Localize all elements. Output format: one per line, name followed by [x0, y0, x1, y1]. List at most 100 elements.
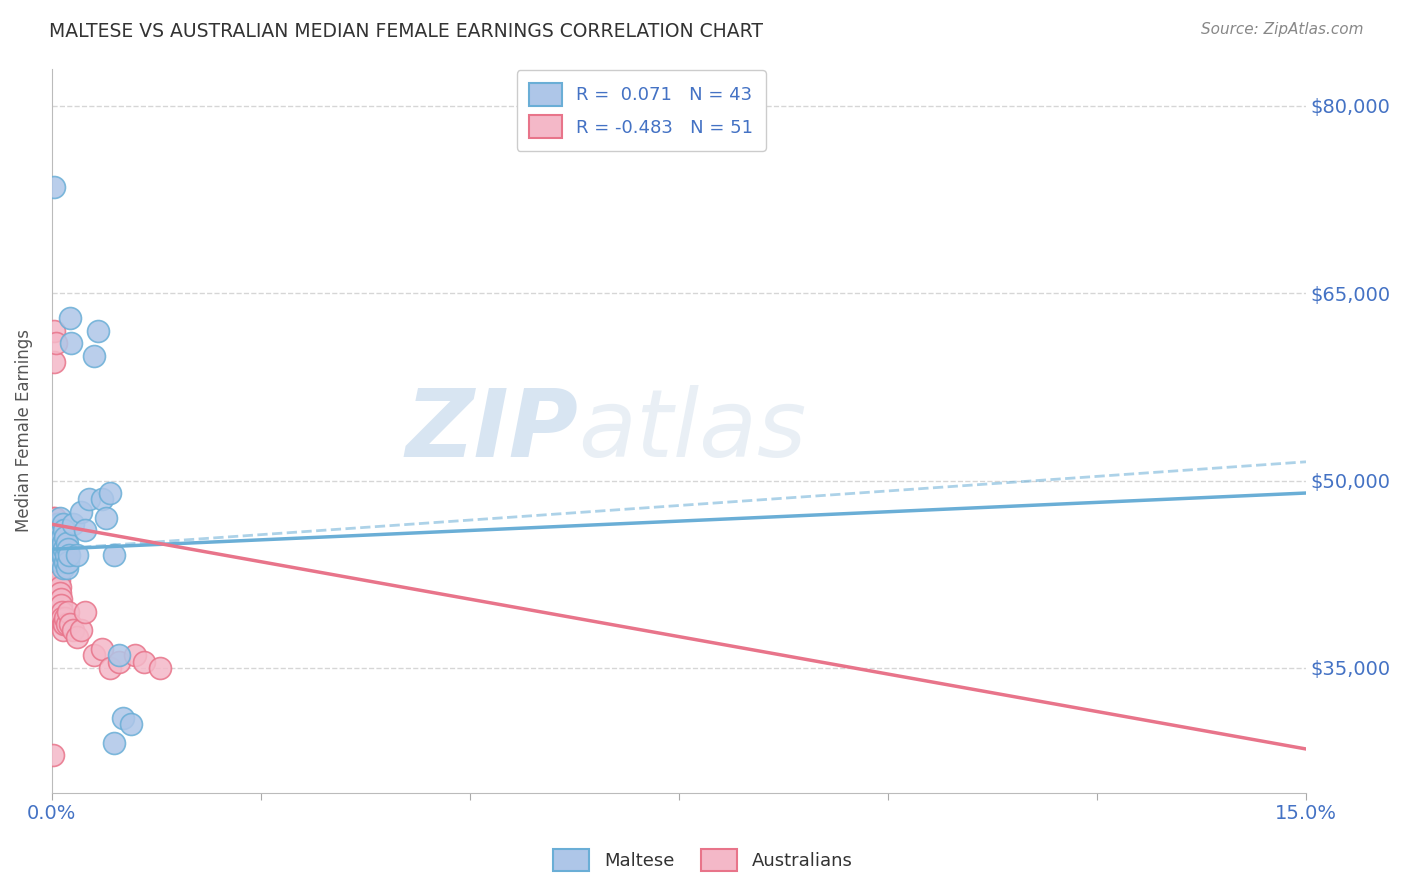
Point — [48, 524, 70, 538]
Point — [59, 311, 82, 326]
Point — [107, 655, 129, 669]
Point — [66, 630, 89, 644]
Point — [48, 542, 70, 557]
Point — [45, 549, 67, 563]
Point — [52, 617, 75, 632]
Point — [49, 555, 72, 569]
Point — [49, 592, 72, 607]
Text: Source: ZipAtlas.com: Source: ZipAtlas.com — [1201, 22, 1364, 37]
Point — [52, 624, 75, 638]
Point — [45, 524, 67, 538]
Point — [45, 542, 67, 557]
Point — [44, 180, 66, 194]
Point — [75, 524, 97, 538]
Point — [49, 542, 72, 557]
Point — [94, 511, 117, 525]
Text: atlas: atlas — [578, 385, 807, 476]
Point — [53, 530, 76, 544]
Point — [103, 736, 125, 750]
Point — [56, 536, 79, 550]
Point — [45, 555, 67, 569]
Point — [45, 530, 67, 544]
Point — [52, 561, 75, 575]
Point — [55, 549, 77, 563]
Point — [44, 549, 66, 563]
Point — [59, 617, 82, 632]
Point — [120, 717, 142, 731]
Point — [52, 536, 75, 550]
Point — [48, 567, 70, 582]
Point — [48, 517, 70, 532]
Point — [149, 661, 172, 675]
Point — [44, 324, 66, 338]
Point — [52, 549, 75, 563]
Point — [53, 524, 76, 538]
Point — [56, 542, 79, 557]
Point — [124, 648, 146, 663]
Point — [42, 517, 65, 532]
Point — [90, 492, 112, 507]
Point — [44, 530, 66, 544]
Point — [75, 605, 97, 619]
Text: ZIP: ZIP — [406, 384, 578, 476]
Point — [49, 586, 72, 600]
Point — [58, 605, 80, 619]
Point — [90, 642, 112, 657]
Point — [58, 549, 80, 563]
Point — [45, 530, 67, 544]
Point — [46, 536, 69, 550]
Point — [49, 511, 72, 525]
Point — [62, 517, 84, 532]
Point — [45, 517, 67, 532]
Point — [59, 336, 82, 351]
Point — [44, 511, 66, 525]
Point — [52, 517, 75, 532]
Point — [87, 324, 110, 338]
Legend: Maltese, Australians: Maltese, Australians — [546, 842, 860, 879]
Point — [53, 611, 76, 625]
Point — [58, 555, 80, 569]
Point — [51, 605, 73, 619]
Point — [83, 648, 105, 663]
Point — [48, 574, 70, 588]
Point — [41, 511, 63, 525]
Point — [46, 549, 69, 563]
Point — [70, 624, 93, 638]
Point — [132, 655, 155, 669]
Point — [46, 561, 69, 575]
Point — [51, 530, 73, 544]
Point — [45, 336, 67, 351]
Point — [46, 536, 69, 550]
Point — [49, 599, 72, 613]
Point — [58, 549, 80, 563]
Point — [83, 349, 105, 363]
Point — [51, 611, 73, 625]
Y-axis label: Median Female Earnings: Median Female Earnings — [15, 329, 32, 533]
Point — [48, 555, 70, 569]
Point — [49, 580, 72, 594]
Point — [56, 617, 79, 632]
Point — [48, 561, 70, 575]
Text: MALTESE VS AUSTRALIAN MEDIAN FEMALE EARNINGS CORRELATION CHART: MALTESE VS AUSTRALIAN MEDIAN FEMALE EARN… — [49, 22, 763, 41]
Point — [51, 549, 73, 563]
Point — [48, 549, 70, 563]
Point — [49, 524, 72, 538]
Point — [79, 492, 101, 507]
Point — [70, 505, 93, 519]
Point — [98, 486, 121, 500]
Point — [44, 355, 66, 369]
Point — [107, 648, 129, 663]
Legend: R =  0.071   N = 43, R = -0.483   N = 51: R = 0.071 N = 43, R = -0.483 N = 51 — [516, 70, 766, 151]
Point — [53, 617, 76, 632]
Point — [98, 661, 121, 675]
Point — [103, 549, 125, 563]
Point — [42, 748, 65, 763]
Point — [42, 536, 65, 550]
Point — [53, 555, 76, 569]
Point — [56, 561, 79, 575]
Point — [53, 542, 76, 557]
Point — [62, 624, 84, 638]
Point — [46, 530, 69, 544]
Point — [44, 524, 66, 538]
Point — [66, 549, 89, 563]
